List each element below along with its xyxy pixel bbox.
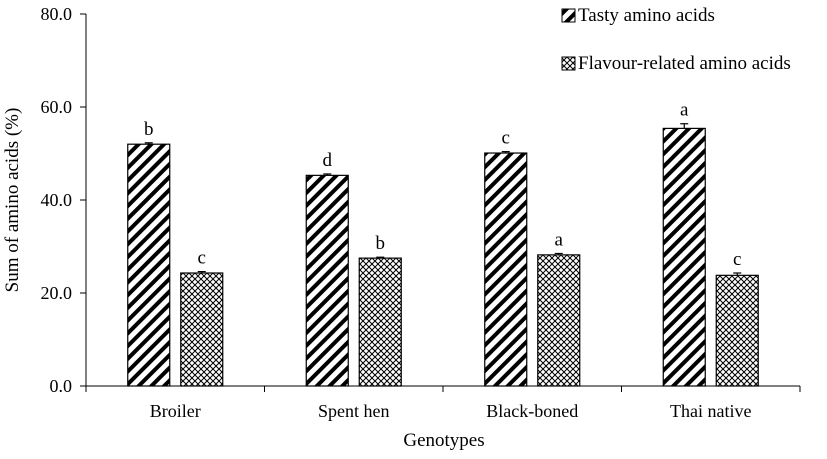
bar-flavour [715, 274, 759, 387]
x-tick-label: Broiler [150, 401, 201, 421]
significance-letter: c [198, 248, 206, 269]
legend-label-tasty: Tasty amino acids [578, 5, 715, 26]
significance-letter: b [376, 233, 386, 254]
legend-swatch-flavour [561, 56, 576, 71]
x-axis: Broiler Spent hen Black-boned Thai native [85, 385, 801, 421]
bar-tasty [305, 174, 349, 387]
y-tick-label: 60.0 [41, 97, 73, 117]
y-tick-label: 40.0 [41, 190, 73, 210]
significance-letter: c [733, 249, 741, 270]
y-tick-label: 80.0 [41, 4, 73, 24]
bar-flavour [180, 272, 224, 387]
significance-letter: a [680, 100, 689, 121]
x-tick-label: Spent hen [318, 401, 390, 421]
legend-swatch-tasty [561, 8, 576, 23]
bar-tasty [127, 143, 171, 387]
y-tick-label: 0.0 [50, 376, 73, 396]
bar-flavour [537, 254, 581, 387]
bar-tasty [662, 127, 706, 387]
significance-letter: b [144, 119, 154, 140]
legend-label-flavour: Flavour-related amino acids [578, 53, 791, 74]
significance-letter: c [502, 128, 510, 149]
bars: b c d b c a a c [127, 100, 759, 387]
legend: Tasty amino acids Flavour-related amino … [561, 5, 791, 74]
x-tick-label: Thai native [670, 401, 751, 421]
bar-flavour [358, 257, 402, 387]
bar-tasty [484, 152, 528, 387]
x-tick-label: Black-boned [486, 401, 578, 421]
x-axis-title: Genotypes [403, 430, 484, 451]
y-axis-title: Sum of amino acids (%) [2, 108, 23, 293]
significance-letter: a [555, 229, 564, 250]
y-axis: 0.0 20.0 40.0 60.0 80.0 [41, 4, 87, 396]
y-tick-label: 20.0 [41, 283, 73, 303]
significance-letter: d [323, 150, 333, 171]
